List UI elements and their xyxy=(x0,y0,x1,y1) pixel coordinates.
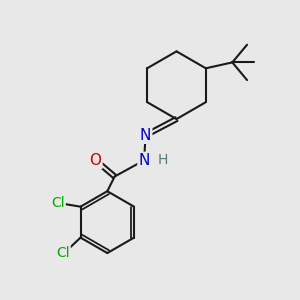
Text: N: N xyxy=(140,128,151,143)
Text: H: H xyxy=(158,153,168,167)
Text: Cl: Cl xyxy=(51,196,65,210)
Text: N: N xyxy=(138,153,150,168)
Text: Cl: Cl xyxy=(56,246,70,260)
Text: O: O xyxy=(89,153,101,168)
